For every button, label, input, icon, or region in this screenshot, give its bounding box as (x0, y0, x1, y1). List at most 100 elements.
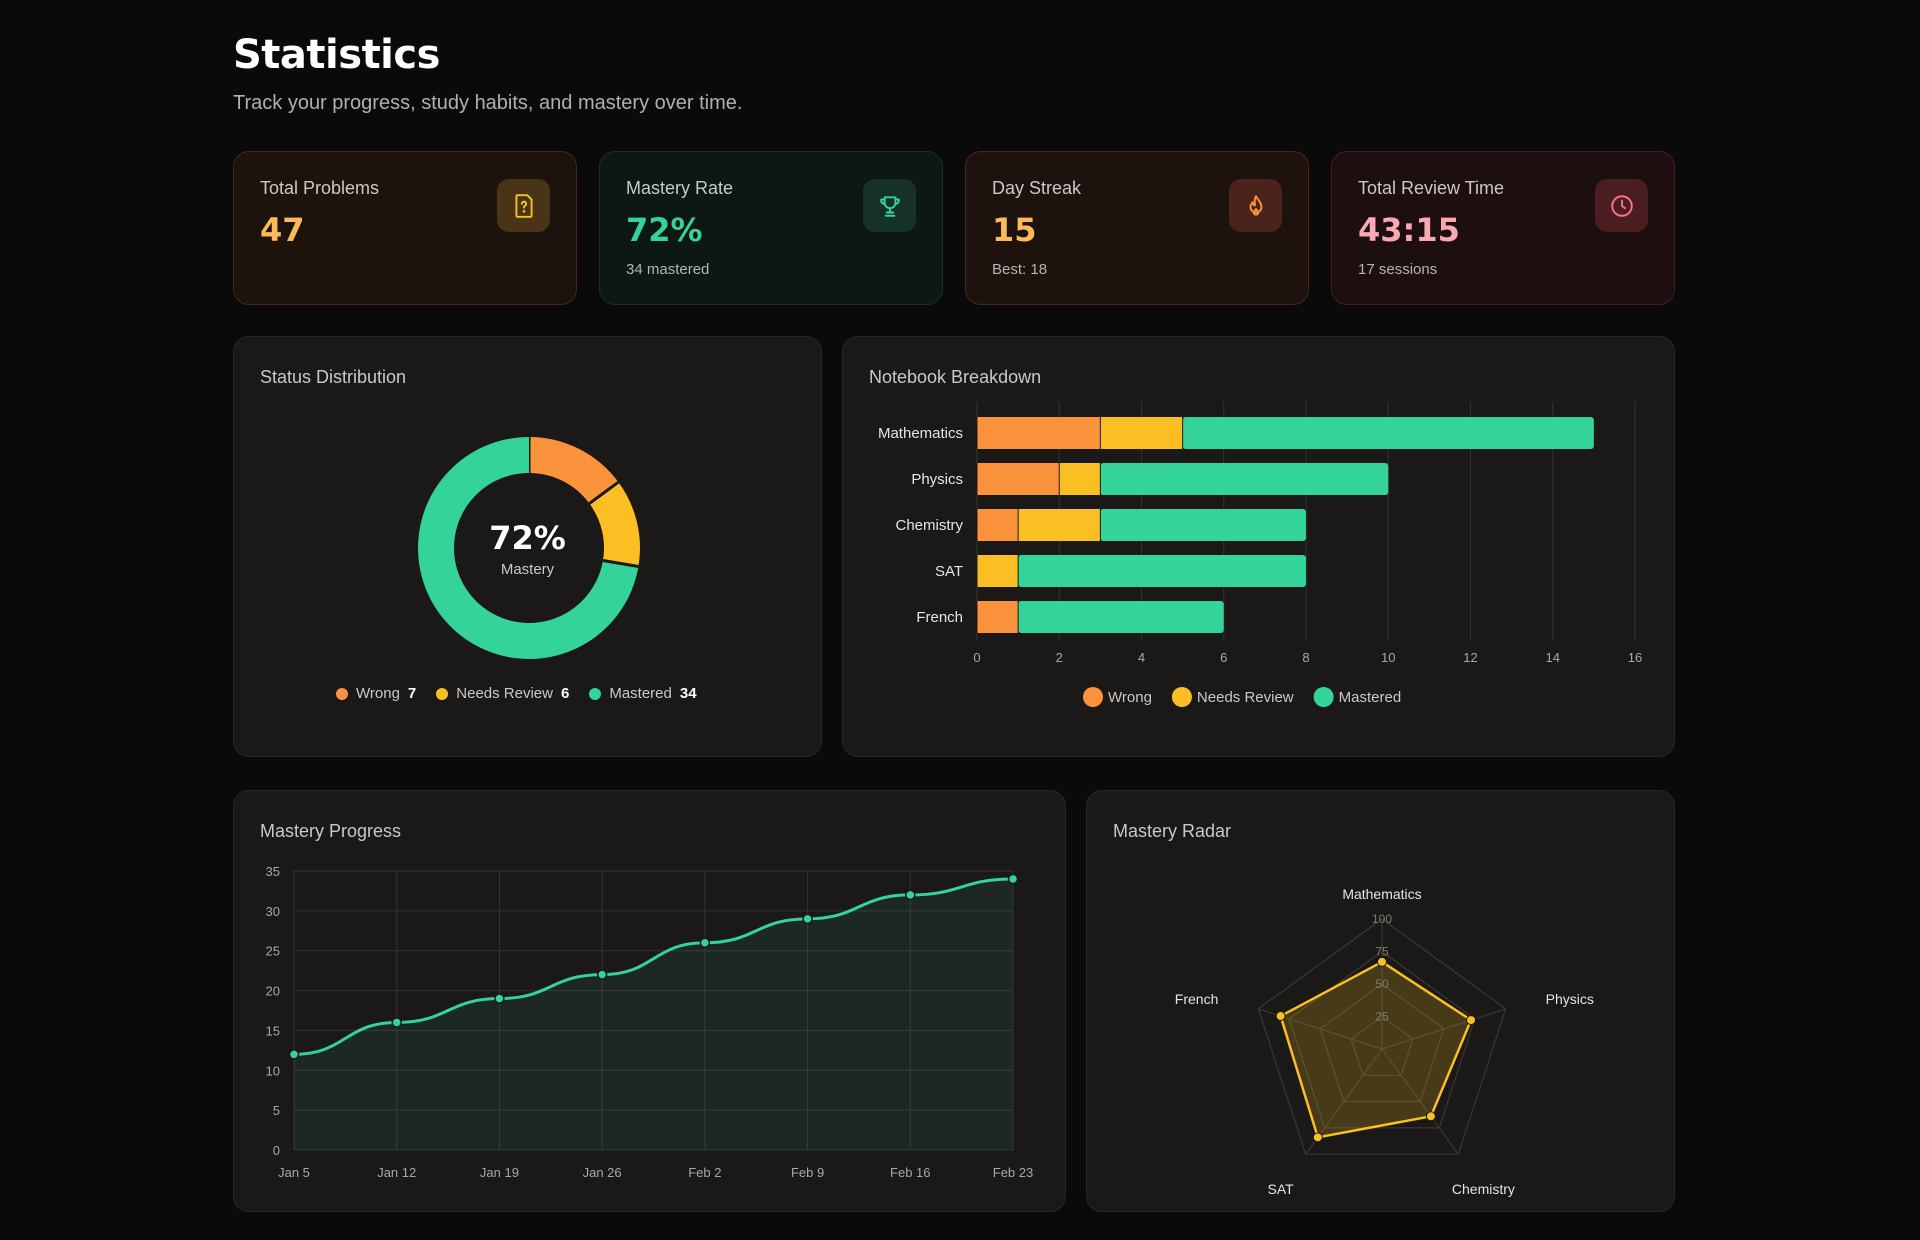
legend-dot-needs-review (436, 687, 449, 700)
radar-ring (1319, 983, 1445, 1103)
radar-tick-label: 75 (1375, 945, 1389, 959)
bar-wrong (977, 417, 1101, 449)
trophy-icon (863, 179, 916, 232)
card-value: 43:15 (1358, 211, 1460, 249)
y-tick-label: 5 (273, 1103, 280, 1118)
x-tick-label: 6 (1220, 650, 1227, 665)
x-tick-label: 4 (1138, 650, 1145, 665)
card-label: Day Streak (992, 178, 1082, 198)
y-tick-label: 30 (266, 904, 280, 919)
legend-label: Wrong (356, 685, 400, 702)
mastery-line-chart: 0 5 10 15 20 25 30 35 Jan 5 Jan 12 Jan 19 Jan 26 Feb… (266, 864, 1034, 1180)
x-tick-label: 10 (1381, 650, 1395, 665)
bar-wrong (977, 463, 1060, 495)
radar-tick-label: 50 (1375, 977, 1389, 991)
card-sub: Best: 18 (992, 261, 1048, 278)
radar-category-label: Chemistry (1452, 1181, 1515, 1197)
x-tick-label: 0 (973, 650, 980, 665)
legend-swatch (1083, 687, 1103, 707)
line-point (802, 913, 813, 925)
card-sub: 34 mastered (626, 261, 710, 278)
legend-dot-mastered (589, 687, 602, 700)
bar-needs-review (1018, 509, 1101, 541)
donut-separator (588, 480, 620, 505)
bar-wrong (977, 601, 1019, 633)
line-point (494, 993, 505, 1004)
y-tick-label: 20 (266, 984, 280, 999)
x-tick-label: Feb 23 (993, 1165, 1033, 1180)
mastery-radar-chart: 25 50 75 100 Mathematics Physics Chemistry SAT F… (1175, 886, 1594, 1197)
y-tick-label: 0 (273, 1143, 280, 1158)
radar-point (1466, 1015, 1477, 1026)
x-tick-label: 8 (1302, 650, 1309, 665)
card-sub: 17 sessions (1358, 261, 1438, 278)
radar-spoke (1381, 1048, 1459, 1155)
bar-mastered (1100, 463, 1389, 495)
x-tick-label: Jan 19 (480, 1165, 519, 1180)
radar-ring (1257, 918, 1507, 1155)
radar-point (1275, 1011, 1286, 1022)
legend-label: Needs Review (1197, 689, 1294, 706)
legend-count: 34 (679, 685, 697, 702)
donut-center: 72% Mastery (234, 519, 821, 578)
mastery-rate-card: Mastery Rate 72% 34 mastered (599, 151, 943, 305)
category-label: French (916, 609, 963, 626)
card-label: Mastery Rate (626, 178, 734, 198)
x-tick-label: Feb 2 (688, 1165, 721, 1180)
legend-count: 6 (560, 685, 570, 702)
question-document-icon (497, 179, 550, 232)
donut-separator (602, 558, 639, 568)
x-tick-label: Jan 26 (583, 1165, 622, 1180)
bar-needs-review (1100, 417, 1183, 449)
day-streak-card: Day Streak 15 Best: 18 (965, 151, 1309, 305)
radar-point (1425, 1111, 1436, 1122)
radar-category-label: SAT (1267, 1181, 1294, 1197)
stat-cards: Total Problems 47 Mastery Rate 72% 34 ma… (233, 151, 1675, 305)
status-donut-chart (418, 437, 640, 659)
x-tick-label: 2 (1056, 650, 1063, 665)
legend-swatch (1171, 687, 1192, 707)
radar-tick-label: 100 (1372, 912, 1392, 926)
radar-point (1312, 1132, 1323, 1143)
legend-label: Wrong (1108, 689, 1152, 706)
donut-center-label: Mastery (500, 561, 555, 578)
bar-mastered (1182, 417, 1594, 449)
radar-area (1279, 960, 1473, 1139)
donut-slice-wrong (528, 437, 619, 505)
donut-slice-needs-review (589, 482, 640, 567)
y-tick-label: 35 (266, 864, 280, 879)
mastery-radar-panel: Mastery Radar 25 50 75 100 Mathematics Physic… (1086, 790, 1675, 1212)
legend-label: Needs Review (456, 685, 553, 702)
line-point (288, 1049, 300, 1060)
x-tick-label: Feb 16 (890, 1165, 930, 1180)
card-value: 15 (992, 211, 1037, 249)
panel-title: Status Distribution (260, 367, 407, 387)
x-tick-label: 16 (1628, 650, 1642, 665)
category-label: Chemistry (895, 517, 963, 534)
y-tick-label: 10 (266, 1063, 280, 1078)
clock-icon (1595, 179, 1648, 232)
legend-swatch (1313, 687, 1334, 707)
legend-count: 7 (407, 685, 417, 702)
radar-point (1377, 956, 1387, 967)
x-tick-label: Feb 9 (791, 1165, 824, 1180)
line-point (391, 1017, 402, 1028)
x-tick-label: Jan 5 (278, 1165, 310, 1180)
radar-ring (1350, 1015, 1414, 1076)
donut-center-value: 72% (489, 519, 566, 557)
bar-mastered (1100, 509, 1306, 541)
panel-title: Mastery Radar (1113, 821, 1232, 841)
radar-category-label: French (1175, 991, 1219, 1007)
radar-spoke (1381, 1008, 1506, 1050)
line-point (596, 969, 608, 980)
bar-needs-review (977, 555, 1019, 587)
total-review-time-card: Total Review Time 43:15 17 sessions (1331, 151, 1675, 305)
line-series (293, 877, 1014, 1056)
y-tick-label: 15 (266, 1023, 280, 1038)
legend-label: Mastered (1339, 689, 1402, 706)
radar-category-label: Mathematics (1342, 886, 1421, 902)
page-title: Statistics (233, 32, 440, 78)
card-label: Total Problems (260, 178, 380, 198)
panel-title: Notebook Breakdown (869, 367, 1042, 387)
bar-needs-review (1059, 463, 1101, 495)
